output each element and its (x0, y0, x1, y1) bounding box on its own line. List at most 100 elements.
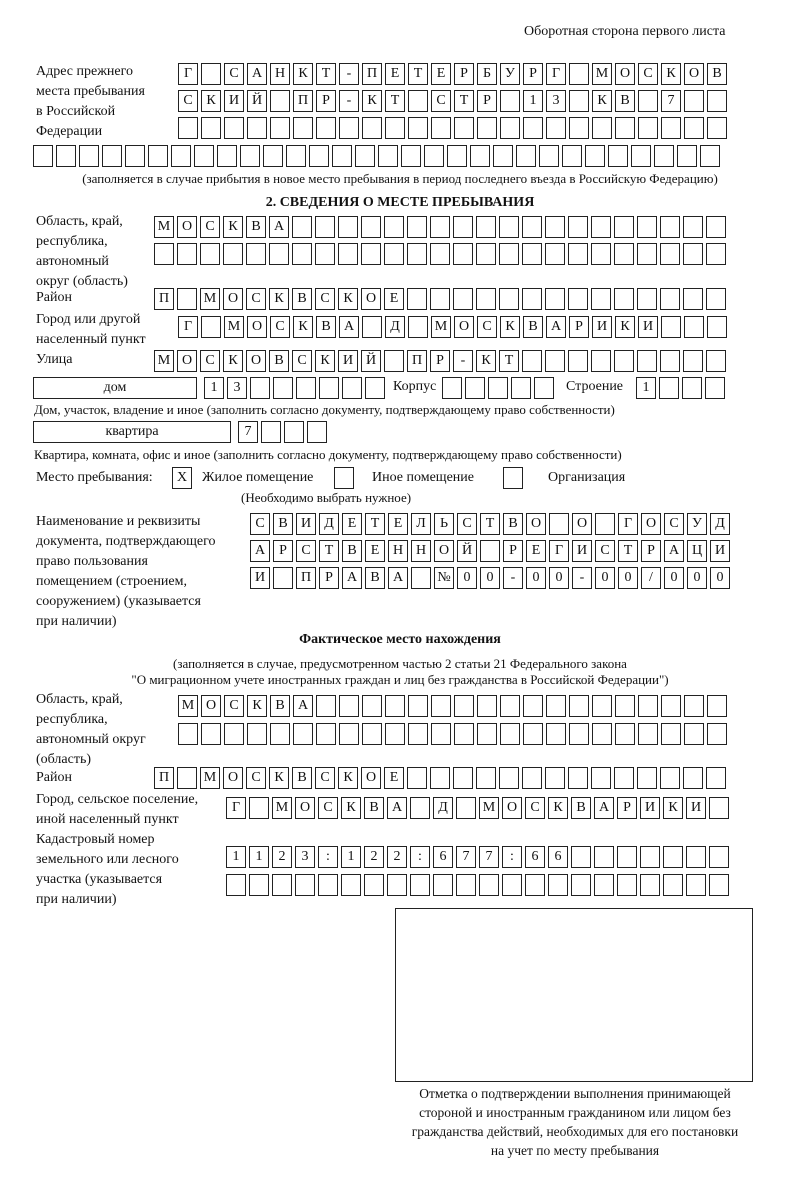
letter-cell[interactable]: Д (319, 513, 339, 535)
letter-cell[interactable] (638, 723, 658, 745)
letter-cell[interactable] (706, 288, 726, 310)
letter-cell[interactable]: М (178, 695, 198, 717)
letter-cell[interactable] (454, 723, 474, 745)
letter-cell[interactable] (499, 767, 519, 789)
letter-cell[interactable]: 0 (526, 567, 546, 589)
letter-cell[interactable]: А (594, 797, 614, 819)
letter-cell[interactable] (269, 243, 289, 265)
letter-cell[interactable]: А (546, 316, 566, 338)
letter-cell[interactable] (177, 767, 197, 789)
letter-cell[interactable]: О (434, 540, 454, 562)
letter-cell[interactable] (272, 874, 292, 896)
letter-cell[interactable] (424, 145, 444, 167)
letter-cell[interactable] (659, 377, 679, 399)
letter-cell[interactable]: О (223, 288, 243, 310)
letter-cell[interactable]: 3 (295, 846, 315, 868)
letter-cell[interactable] (454, 695, 474, 717)
letter-cell[interactable] (293, 117, 313, 139)
letter-cell[interactable]: И (592, 316, 612, 338)
letter-cell[interactable]: А (269, 216, 289, 238)
letter-cell[interactable]: К (663, 797, 683, 819)
letter-cell[interactable] (545, 288, 565, 310)
letter-cell[interactable] (319, 377, 339, 399)
letter-cell[interactable] (480, 540, 500, 562)
letter-cell[interactable] (247, 723, 267, 745)
letter-cell[interactable] (705, 377, 725, 399)
letter-cell[interactable] (194, 145, 214, 167)
letter-cell[interactable] (499, 216, 519, 238)
letter-cell[interactable]: О (247, 316, 267, 338)
letter-cell[interactable]: К (615, 316, 635, 338)
letter-cell[interactable] (615, 695, 635, 717)
letter-cell[interactable] (511, 377, 531, 399)
letter-cell[interactable]: № (434, 567, 454, 589)
letter-cell[interactable] (476, 288, 496, 310)
letter-cell[interactable] (709, 874, 729, 896)
letter-cell[interactable]: К (500, 316, 520, 338)
letter-cell[interactable]: К (269, 288, 289, 310)
letter-cell[interactable]: Г (178, 63, 198, 85)
letter-cell[interactable]: Н (411, 540, 431, 562)
letter-cell[interactable]: С (292, 350, 312, 372)
letter-cell[interactable]: О (526, 513, 546, 535)
letter-cell[interactable] (270, 723, 290, 745)
letter-cell[interactable] (453, 243, 473, 265)
letter-cell[interactable]: М (272, 797, 292, 819)
letter-cell[interactable] (476, 243, 496, 265)
letter-cell[interactable] (614, 216, 634, 238)
letter-cell[interactable]: К (476, 350, 496, 372)
letter-cell[interactable] (250, 377, 270, 399)
letter-cell[interactable] (546, 695, 566, 717)
letter-cell[interactable] (660, 288, 680, 310)
letter-cell[interactable] (292, 243, 312, 265)
letter-cell[interactable] (568, 288, 588, 310)
letter-cell[interactable] (465, 377, 485, 399)
letter-cell[interactable]: О (361, 288, 381, 310)
letter-cell[interactable] (295, 874, 315, 896)
letter-cell[interactable] (706, 767, 726, 789)
letter-cell[interactable]: С (431, 90, 451, 112)
letter-cell[interactable] (569, 63, 589, 85)
letter-cell[interactable] (683, 350, 703, 372)
letter-cell[interactable]: К (223, 216, 243, 238)
letter-cell[interactable]: К (247, 695, 267, 717)
flat-number-row[interactable]: 7 (238, 421, 330, 443)
letter-cell[interactable]: 6 (525, 846, 545, 868)
letter-cell[interactable]: Т (365, 513, 385, 535)
letter-cell[interactable] (226, 874, 246, 896)
option-other-premises-checkbox[interactable] (334, 467, 354, 489)
letter-cell[interactable]: Е (526, 540, 546, 562)
letter-cell[interactable]: Е (388, 513, 408, 535)
letter-cell[interactable]: С (224, 695, 244, 717)
letter-cell[interactable] (568, 767, 588, 789)
letter-cell[interactable] (539, 145, 559, 167)
letter-cell[interactable]: У (687, 513, 707, 535)
letter-cell[interactable] (682, 377, 702, 399)
letter-cell[interactable] (500, 723, 520, 745)
letter-cell[interactable] (315, 243, 335, 265)
letter-cell[interactable]: П (362, 63, 382, 85)
letter-cell[interactable]: М (200, 767, 220, 789)
letter-cell[interactable] (592, 117, 612, 139)
letter-cell[interactable] (631, 145, 651, 167)
letter-cell[interactable] (408, 723, 428, 745)
letter-cell[interactable]: В (523, 316, 543, 338)
letter-cell[interactable] (499, 243, 519, 265)
letter-cell[interactable] (431, 117, 451, 139)
letter-cell[interactable] (488, 377, 508, 399)
letter-cell[interactable] (548, 874, 568, 896)
letter-cell[interactable]: 0 (480, 567, 500, 589)
letter-cell[interactable] (384, 243, 404, 265)
letter-cell[interactable]: Т (480, 513, 500, 535)
letter-cell[interactable]: Р (477, 90, 497, 112)
building-row[interactable]: 1 (636, 377, 728, 399)
letter-cell[interactable]: О (502, 797, 522, 819)
letter-cell[interactable]: С (296, 540, 316, 562)
letter-cell[interactable]: О (684, 63, 704, 85)
letter-cell[interactable] (338, 216, 358, 238)
letter-cell[interactable]: : (318, 846, 338, 868)
letter-cell[interactable] (617, 874, 637, 896)
